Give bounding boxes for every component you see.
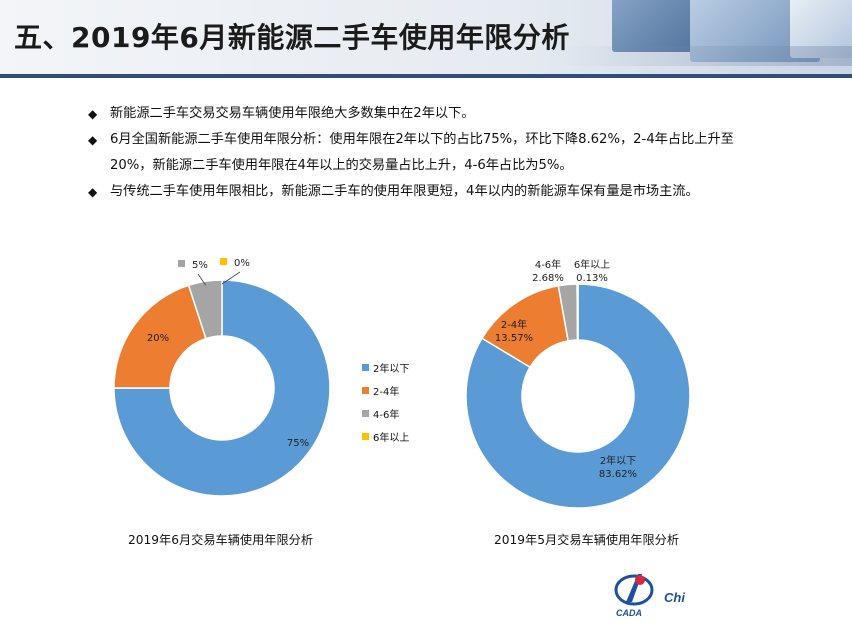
bullet-diamond-icon: ◆: [88, 107, 98, 121]
donut-slice-2: [187, 279, 223, 340]
leader-line: [221, 271, 241, 285]
slice-category-label: 2年以下: [600, 454, 636, 467]
label-key-swatch: [178, 260, 185, 267]
bullet-item: ◆ 与传统二手车使用年限相比，新能源二手车的使用年限更短，4年以内的新能源车保有…: [88, 179, 768, 205]
bullet-text: 6月全国新能源二手车使用年限分析：使用年限在2年以下的占比75%，环比下降8.6…: [110, 132, 734, 173]
bullet-item: ◆ 新能源二手车交易交易车辆使用年限绝大多数集中在2年以下。: [88, 101, 768, 127]
slice-value-label: 0%: [234, 258, 250, 269]
donut-slice-0: [465, 283, 691, 509]
legend-swatch: [362, 433, 369, 440]
slice-category-label: 2-4年: [501, 318, 527, 331]
slice-category-label: 4-6年: [535, 258, 561, 271]
donut-chart-june: 75% 20% 5% 0%: [113, 258, 331, 497]
legend-item: 4-6年: [362, 402, 409, 425]
slice-value-label: 83.62%: [599, 469, 637, 480]
slice-value-label: 20%: [147, 333, 169, 344]
legend-swatch: [362, 387, 369, 394]
legend-item: 2-4年: [362, 379, 409, 402]
legend-swatch: [362, 410, 369, 417]
bullet-diamond-icon: ◆: [88, 185, 98, 199]
legend-label: 6年以上: [373, 433, 410, 444]
page-title: 五、2019年6月新能源二手车使用年限分析: [14, 21, 570, 54]
legend-swatch: [362, 364, 369, 371]
bullet-list: ◆ 新能源二手车交易交易车辆使用年限绝大多数集中在2年以下。 ◆ 6月全国新能源…: [88, 101, 768, 205]
donut-slice-3: [576, 283, 579, 341]
logo-text: CADA: [616, 608, 642, 618]
legend-label: 2年以下: [373, 364, 410, 375]
slice-category-label: 6年以上: [574, 258, 610, 271]
decor-cube: [790, 0, 852, 58]
slice-value-label: 13.57%: [495, 333, 533, 344]
logo-fragment: Chi: [664, 590, 685, 605]
donut-slice-1: [113, 284, 207, 389]
chart-caption-june: 2019年6月交易车辆使用年限分析: [128, 533, 314, 547]
slice-value-label: 75%: [287, 438, 309, 449]
header-banner: 五、2019年6月新能源二手车使用年限分析: [0, 0, 852, 74]
leader-line: [197, 273, 207, 286]
chart-caption-may: 2019年5月交易车辆使用年限分析: [494, 533, 680, 547]
donut-slice-0: [113, 279, 331, 497]
chart-legend: 2年以下 2-4年 4-6年 6年以上: [362, 356, 409, 448]
decor-shadow: [560, 46, 852, 66]
slice-value-label: 0.13%: [576, 273, 608, 284]
cada-logo: CADA Chi: [612, 568, 702, 622]
bullet-item: ◆ 6月全国新能源二手车使用年限分析：使用年限在2年以下的占比75%，环比下降8…: [88, 127, 768, 179]
legend-item: 2年以下: [362, 356, 409, 379]
label-key-swatch: [220, 258, 227, 265]
donut-chart-may: 2年以下 83.62% 2-4年 13.57% 4-6年 2.68% 6年以上 0.13%: [465, 258, 691, 509]
bullet-text: 与传统二手车使用年限相比，新能源二手车的使用年限更短，4年以内的新能源车保有量是…: [110, 184, 699, 199]
legend-label: 2-4年: [373, 387, 400, 398]
bullet-text: 新能源二手车交易交易车辆使用年限绝大多数集中在2年以下。: [110, 106, 475, 121]
bullet-diamond-icon: ◆: [88, 133, 98, 147]
slice-value-label: 2.68%: [532, 273, 564, 284]
header-divider: [0, 74, 852, 78]
slice-value-label: 5%: [192, 260, 208, 271]
legend-label: 4-6年: [373, 410, 400, 421]
legend-item: 6年以上: [362, 425, 409, 448]
